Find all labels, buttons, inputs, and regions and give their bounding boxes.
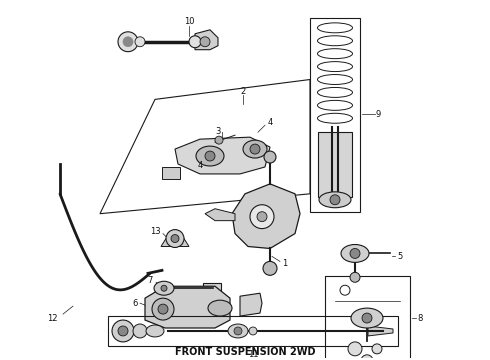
Circle shape <box>123 37 133 47</box>
Circle shape <box>161 285 167 291</box>
Ellipse shape <box>341 244 369 262</box>
Text: 11: 11 <box>248 350 258 359</box>
Text: 3: 3 <box>215 127 221 136</box>
Circle shape <box>200 37 210 47</box>
Ellipse shape <box>146 325 164 337</box>
Circle shape <box>205 151 215 161</box>
Text: 9: 9 <box>375 110 381 119</box>
Text: 4: 4 <box>268 118 272 127</box>
Text: 4: 4 <box>197 162 203 171</box>
Circle shape <box>350 272 360 282</box>
Circle shape <box>362 313 372 323</box>
Circle shape <box>264 151 276 163</box>
Ellipse shape <box>351 308 383 328</box>
Circle shape <box>135 37 145 47</box>
Text: 6: 6 <box>132 299 138 308</box>
Circle shape <box>361 355 373 360</box>
Circle shape <box>249 327 257 335</box>
Text: 10: 10 <box>184 17 194 26</box>
Text: 2: 2 <box>241 87 245 96</box>
Text: FRONT SUSPENSION 2WD: FRONT SUSPENSION 2WD <box>175 347 315 357</box>
Ellipse shape <box>243 140 267 158</box>
Circle shape <box>350 248 360 258</box>
Circle shape <box>133 324 147 338</box>
Ellipse shape <box>319 192 351 208</box>
Bar <box>310 18 360 212</box>
Polygon shape <box>368 326 393 336</box>
Bar <box>162 167 180 179</box>
Text: 13: 13 <box>149 227 160 236</box>
Ellipse shape <box>154 281 174 295</box>
Circle shape <box>348 342 362 356</box>
Bar <box>203 283 221 293</box>
Circle shape <box>166 230 184 247</box>
Circle shape <box>189 36 201 48</box>
Circle shape <box>330 195 340 205</box>
Text: 1: 1 <box>282 259 288 268</box>
Circle shape <box>234 327 242 335</box>
Circle shape <box>158 304 168 314</box>
Ellipse shape <box>228 324 248 338</box>
Bar <box>108 316 398 346</box>
Circle shape <box>250 144 260 154</box>
Polygon shape <box>175 137 270 174</box>
Ellipse shape <box>208 300 232 316</box>
Circle shape <box>152 298 174 320</box>
Circle shape <box>171 235 179 243</box>
Circle shape <box>118 326 128 336</box>
Text: 8: 8 <box>417 314 423 323</box>
Circle shape <box>250 205 274 229</box>
Ellipse shape <box>196 146 224 166</box>
Polygon shape <box>195 30 218 50</box>
Bar <box>318 132 352 197</box>
Polygon shape <box>161 239 189 247</box>
Circle shape <box>263 261 277 275</box>
Polygon shape <box>145 286 230 328</box>
Polygon shape <box>240 293 262 316</box>
Circle shape <box>118 32 138 52</box>
Circle shape <box>215 136 223 144</box>
Polygon shape <box>232 184 300 248</box>
Polygon shape <box>205 209 235 221</box>
Circle shape <box>112 320 134 342</box>
Text: 7: 7 <box>147 276 153 285</box>
Text: 12: 12 <box>47 314 57 323</box>
Circle shape <box>372 344 382 354</box>
Text: 5: 5 <box>397 252 403 261</box>
Bar <box>325 276 410 360</box>
Circle shape <box>257 212 267 222</box>
